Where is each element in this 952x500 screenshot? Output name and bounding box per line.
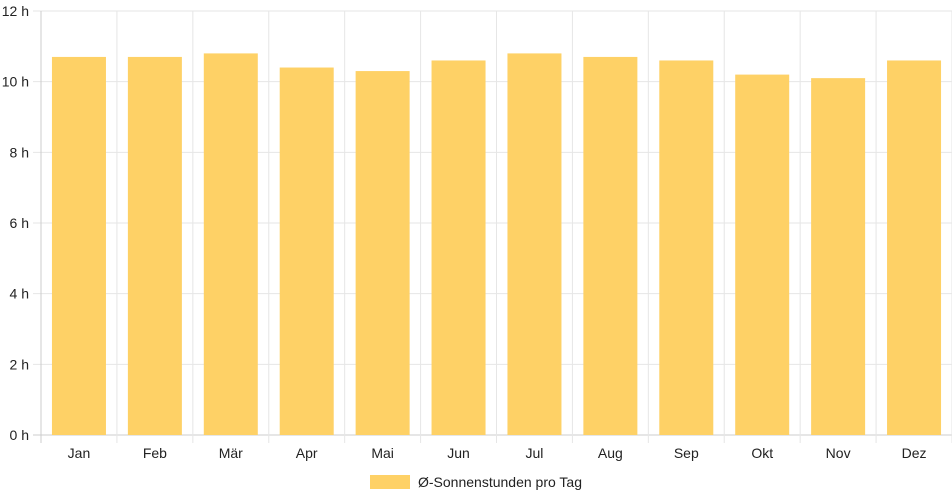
y-tick-label: 12 h xyxy=(2,3,29,19)
x-tick-label: Aug xyxy=(598,445,623,461)
bar-aug[interactable] xyxy=(583,56,638,435)
bar-mai[interactable] xyxy=(355,71,410,436)
x-tick-label: Mär xyxy=(219,445,243,461)
legend-label: Ø-Sonnenstunden pro Tag xyxy=(418,474,582,490)
x-tick-label: Feb xyxy=(143,445,167,461)
x-tick-label: Apr xyxy=(296,445,318,461)
grid xyxy=(33,10,952,443)
legend-swatch xyxy=(370,475,410,489)
x-tick-label: Jun xyxy=(447,445,470,461)
y-tick-label: 4 h xyxy=(10,286,29,302)
y-tick-label: 0 h xyxy=(10,427,29,443)
bar-nov[interactable] xyxy=(811,78,866,435)
x-tick-label: Mai xyxy=(371,445,394,461)
y-axis-labels: 0 h 2 h 4 h 6 h 8 h 10 h 12 h xyxy=(2,3,29,443)
bar-dez[interactable] xyxy=(887,60,942,435)
x-tick-label: Nov xyxy=(826,445,851,461)
bars xyxy=(51,53,942,436)
bar-jan[interactable] xyxy=(51,56,106,435)
x-tick-label: Jan xyxy=(68,445,91,461)
bar-feb[interactable] xyxy=(127,56,182,435)
bar-apr[interactable] xyxy=(279,67,334,436)
y-tick-label: 10 h xyxy=(2,74,29,90)
y-tick-label: 2 h xyxy=(10,356,29,372)
bar-okt[interactable] xyxy=(735,74,790,435)
y-tick-label: 8 h xyxy=(10,144,29,160)
x-tick-label: Okt xyxy=(751,445,773,461)
legend[interactable]: Ø-Sonnenstunden pro Tag xyxy=(370,474,582,490)
bar-jul[interactable] xyxy=(507,53,562,436)
x-tick-label: Dez xyxy=(902,445,927,461)
x-tick-label: Jul xyxy=(526,445,544,461)
y-tick-label: 6 h xyxy=(10,215,29,231)
bar-sep[interactable] xyxy=(659,60,714,435)
x-tick-label: Sep xyxy=(674,445,699,461)
x-axis-labels: Jan Feb Mär Apr Mai Jun Jul Aug Sep Okt Nov Dez xyxy=(68,445,927,461)
bar-jun[interactable] xyxy=(431,60,486,435)
bar-mär[interactable] xyxy=(203,53,258,436)
